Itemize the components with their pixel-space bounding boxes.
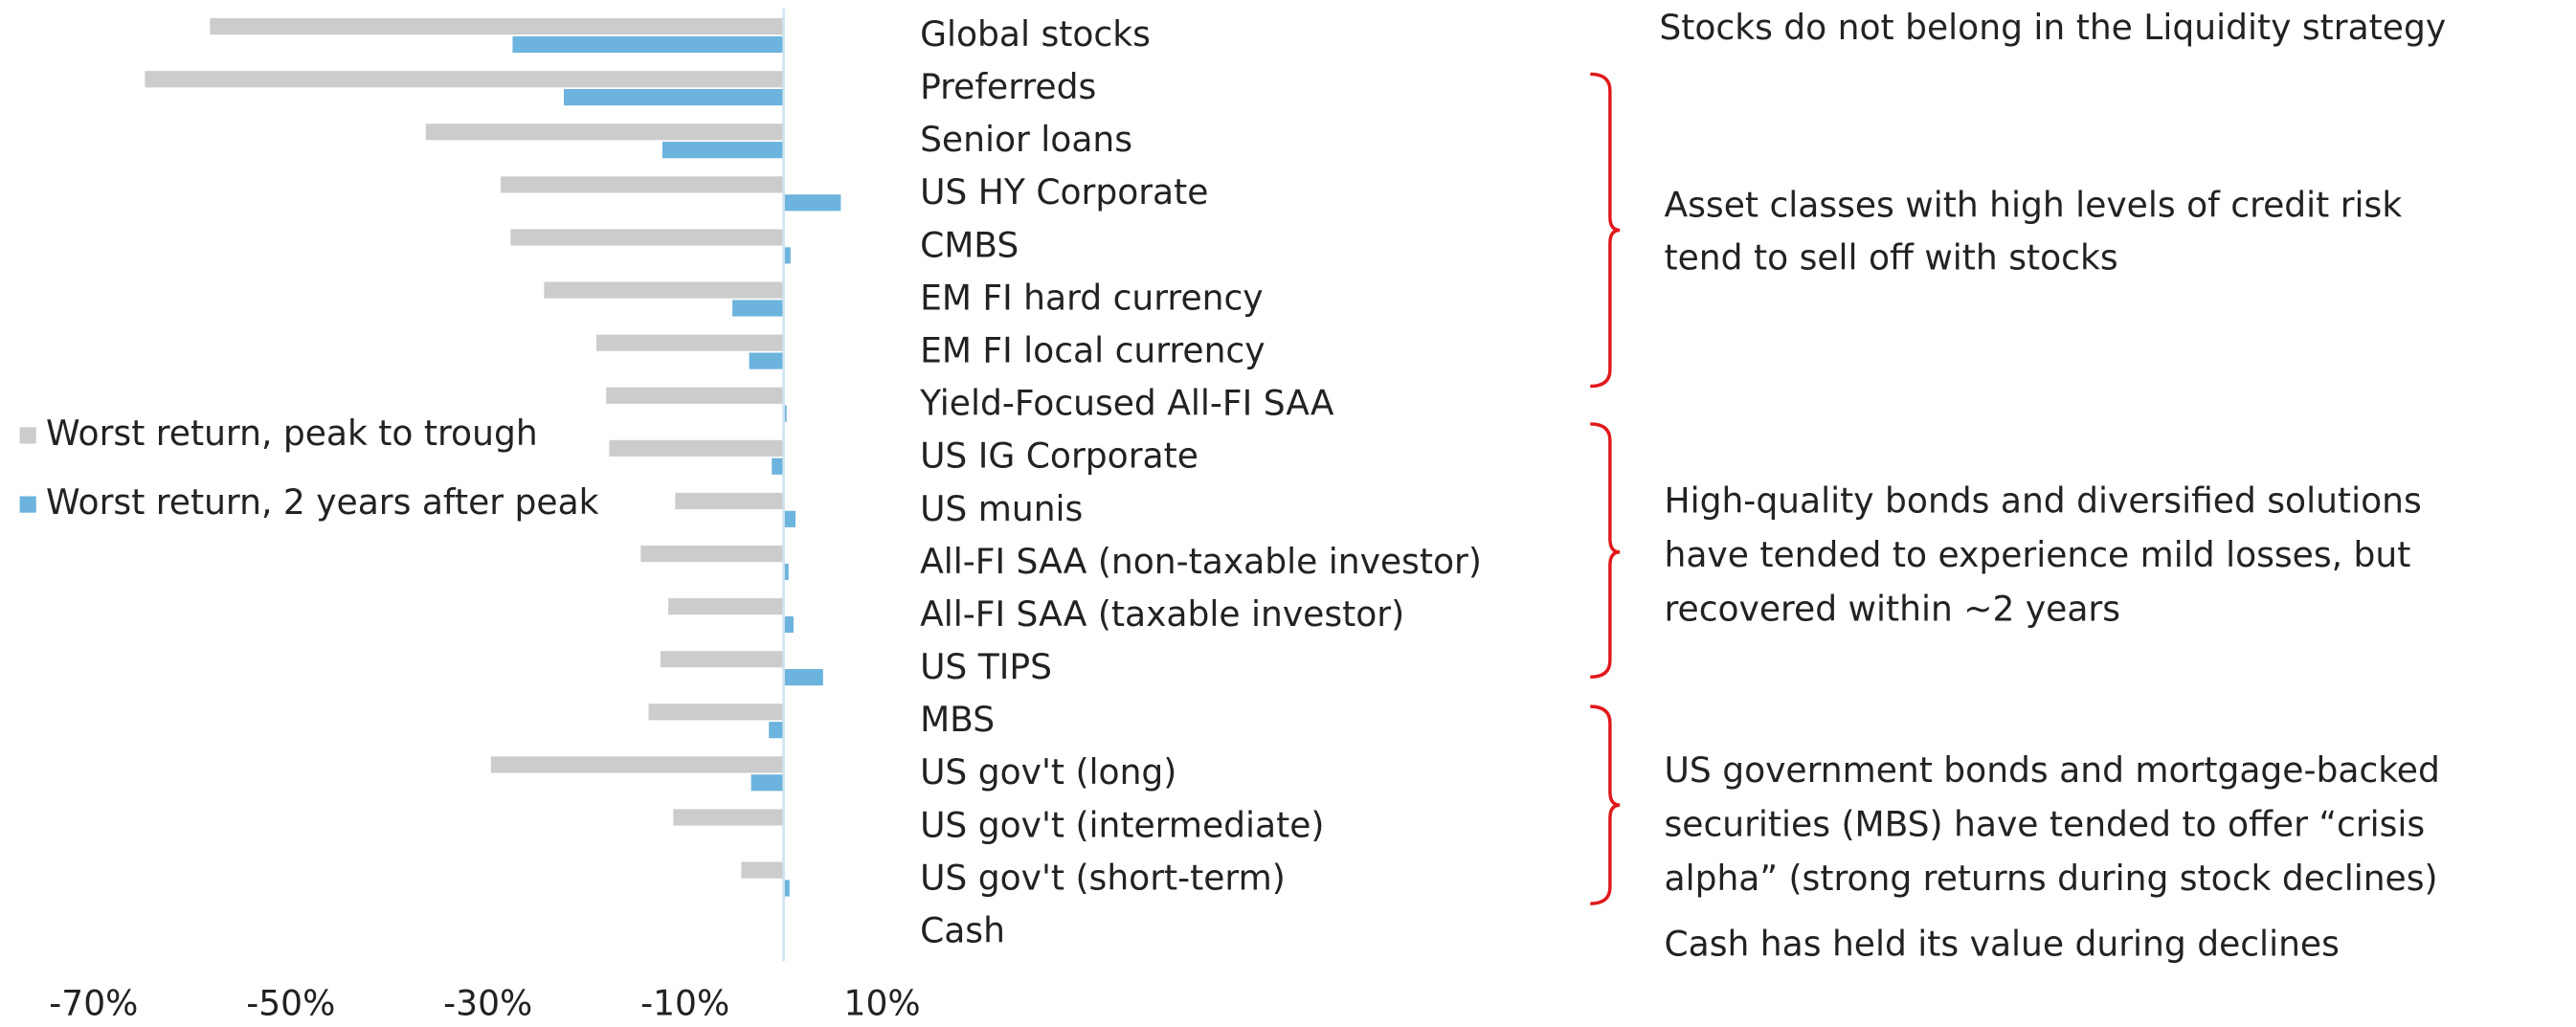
x-tick-label: -30% bbox=[443, 985, 532, 1024]
category-label: All-FI SAA (taxable investor) bbox=[920, 595, 1404, 635]
legend-label: Worst return, peak to trough bbox=[46, 414, 538, 454]
category-label: Global stocks bbox=[920, 15, 1151, 55]
annotation: Stocks do not belong in the Liquidity st… bbox=[1659, 9, 2446, 48]
category-label: Yield-Focused All-FI SAA bbox=[919, 385, 1334, 424]
bar bbox=[640, 545, 784, 563]
bar bbox=[490, 756, 784, 773]
bar bbox=[563, 89, 784, 106]
bar bbox=[606, 387, 784, 404]
bar bbox=[501, 176, 784, 193]
annotation: alpha” (strong returns during stock decl… bbox=[1665, 860, 2438, 899]
x-tick-label: -50% bbox=[246, 985, 335, 1024]
annotation: recovered within ~2 years bbox=[1665, 591, 2121, 630]
category-label: US gov't (long) bbox=[920, 753, 1176, 793]
category-label: CMBS bbox=[920, 226, 1019, 265]
annotation: securities (MBS) have tended to offer “c… bbox=[1665, 805, 2426, 844]
category-label: All-FI SAA (non-taxable investor) bbox=[920, 543, 1482, 582]
bar bbox=[210, 18, 784, 35]
bar bbox=[741, 861, 784, 879]
annotation: tend to sell off with stocks bbox=[1665, 238, 2118, 278]
bar bbox=[783, 405, 787, 422]
category-label: US gov't (short-term) bbox=[920, 859, 1286, 898]
x-tick-label: 10% bbox=[844, 985, 921, 1024]
category-label: US IG Corporate bbox=[920, 437, 1198, 477]
category-label: US gov't (intermediate) bbox=[920, 806, 1324, 845]
bar bbox=[783, 880, 790, 897]
bar bbox=[544, 281, 784, 299]
bar bbox=[783, 615, 794, 634]
legend-swatch bbox=[19, 427, 36, 444]
brackets bbox=[1590, 72, 1621, 905]
bar bbox=[673, 809, 784, 826]
bar bbox=[783, 563, 789, 581]
bar bbox=[668, 598, 784, 615]
bar bbox=[512, 35, 784, 54]
bar bbox=[783, 247, 791, 264]
category-label: EM FI hard currency bbox=[920, 279, 1264, 318]
x-tick-label: -70% bbox=[49, 985, 138, 1024]
annotation: have tended to experience mild losses, b… bbox=[1665, 536, 2411, 575]
annotation: Asset classes with high levels of credit… bbox=[1665, 186, 2403, 225]
annotation: Cash has held its value during declines bbox=[1665, 926, 2340, 965]
bar bbox=[660, 651, 784, 668]
bar bbox=[510, 229, 784, 246]
bar bbox=[732, 300, 784, 317]
annotation: US government bonds and mortgage-backed bbox=[1665, 751, 2440, 791]
bar bbox=[648, 703, 784, 721]
bar bbox=[783, 510, 795, 527]
category-label: US HY Corporate bbox=[920, 173, 1208, 212]
legend-swatch bbox=[19, 496, 36, 513]
category-label: MBS bbox=[920, 701, 995, 740]
bracket bbox=[1590, 72, 1621, 389]
bar bbox=[595, 334, 784, 351]
bracket bbox=[1590, 704, 1621, 905]
bar bbox=[772, 458, 784, 475]
bar bbox=[783, 669, 823, 686]
bar bbox=[750, 774, 784, 792]
category-label: EM FI local currency bbox=[920, 331, 1266, 370]
category-label: Cash bbox=[920, 911, 1005, 950]
x-tick-label: -10% bbox=[640, 985, 729, 1024]
bar bbox=[769, 722, 784, 739]
legend-label: Worst return, 2 years after peak bbox=[46, 483, 599, 523]
bar bbox=[661, 142, 784, 159]
bar bbox=[145, 71, 784, 88]
bar bbox=[675, 492, 784, 510]
annotation: High-quality bonds and diversified solut… bbox=[1665, 481, 2422, 521]
category-label: US munis bbox=[920, 490, 1083, 529]
bar bbox=[609, 439, 784, 457]
category-label: Senior loans bbox=[920, 121, 1132, 160]
category-label: US TIPS bbox=[920, 648, 1052, 687]
bar bbox=[749, 352, 784, 369]
category-label: Preferreds bbox=[920, 68, 1096, 107]
bar bbox=[783, 194, 841, 212]
bar bbox=[425, 123, 784, 141]
bracket bbox=[1590, 422, 1621, 679]
